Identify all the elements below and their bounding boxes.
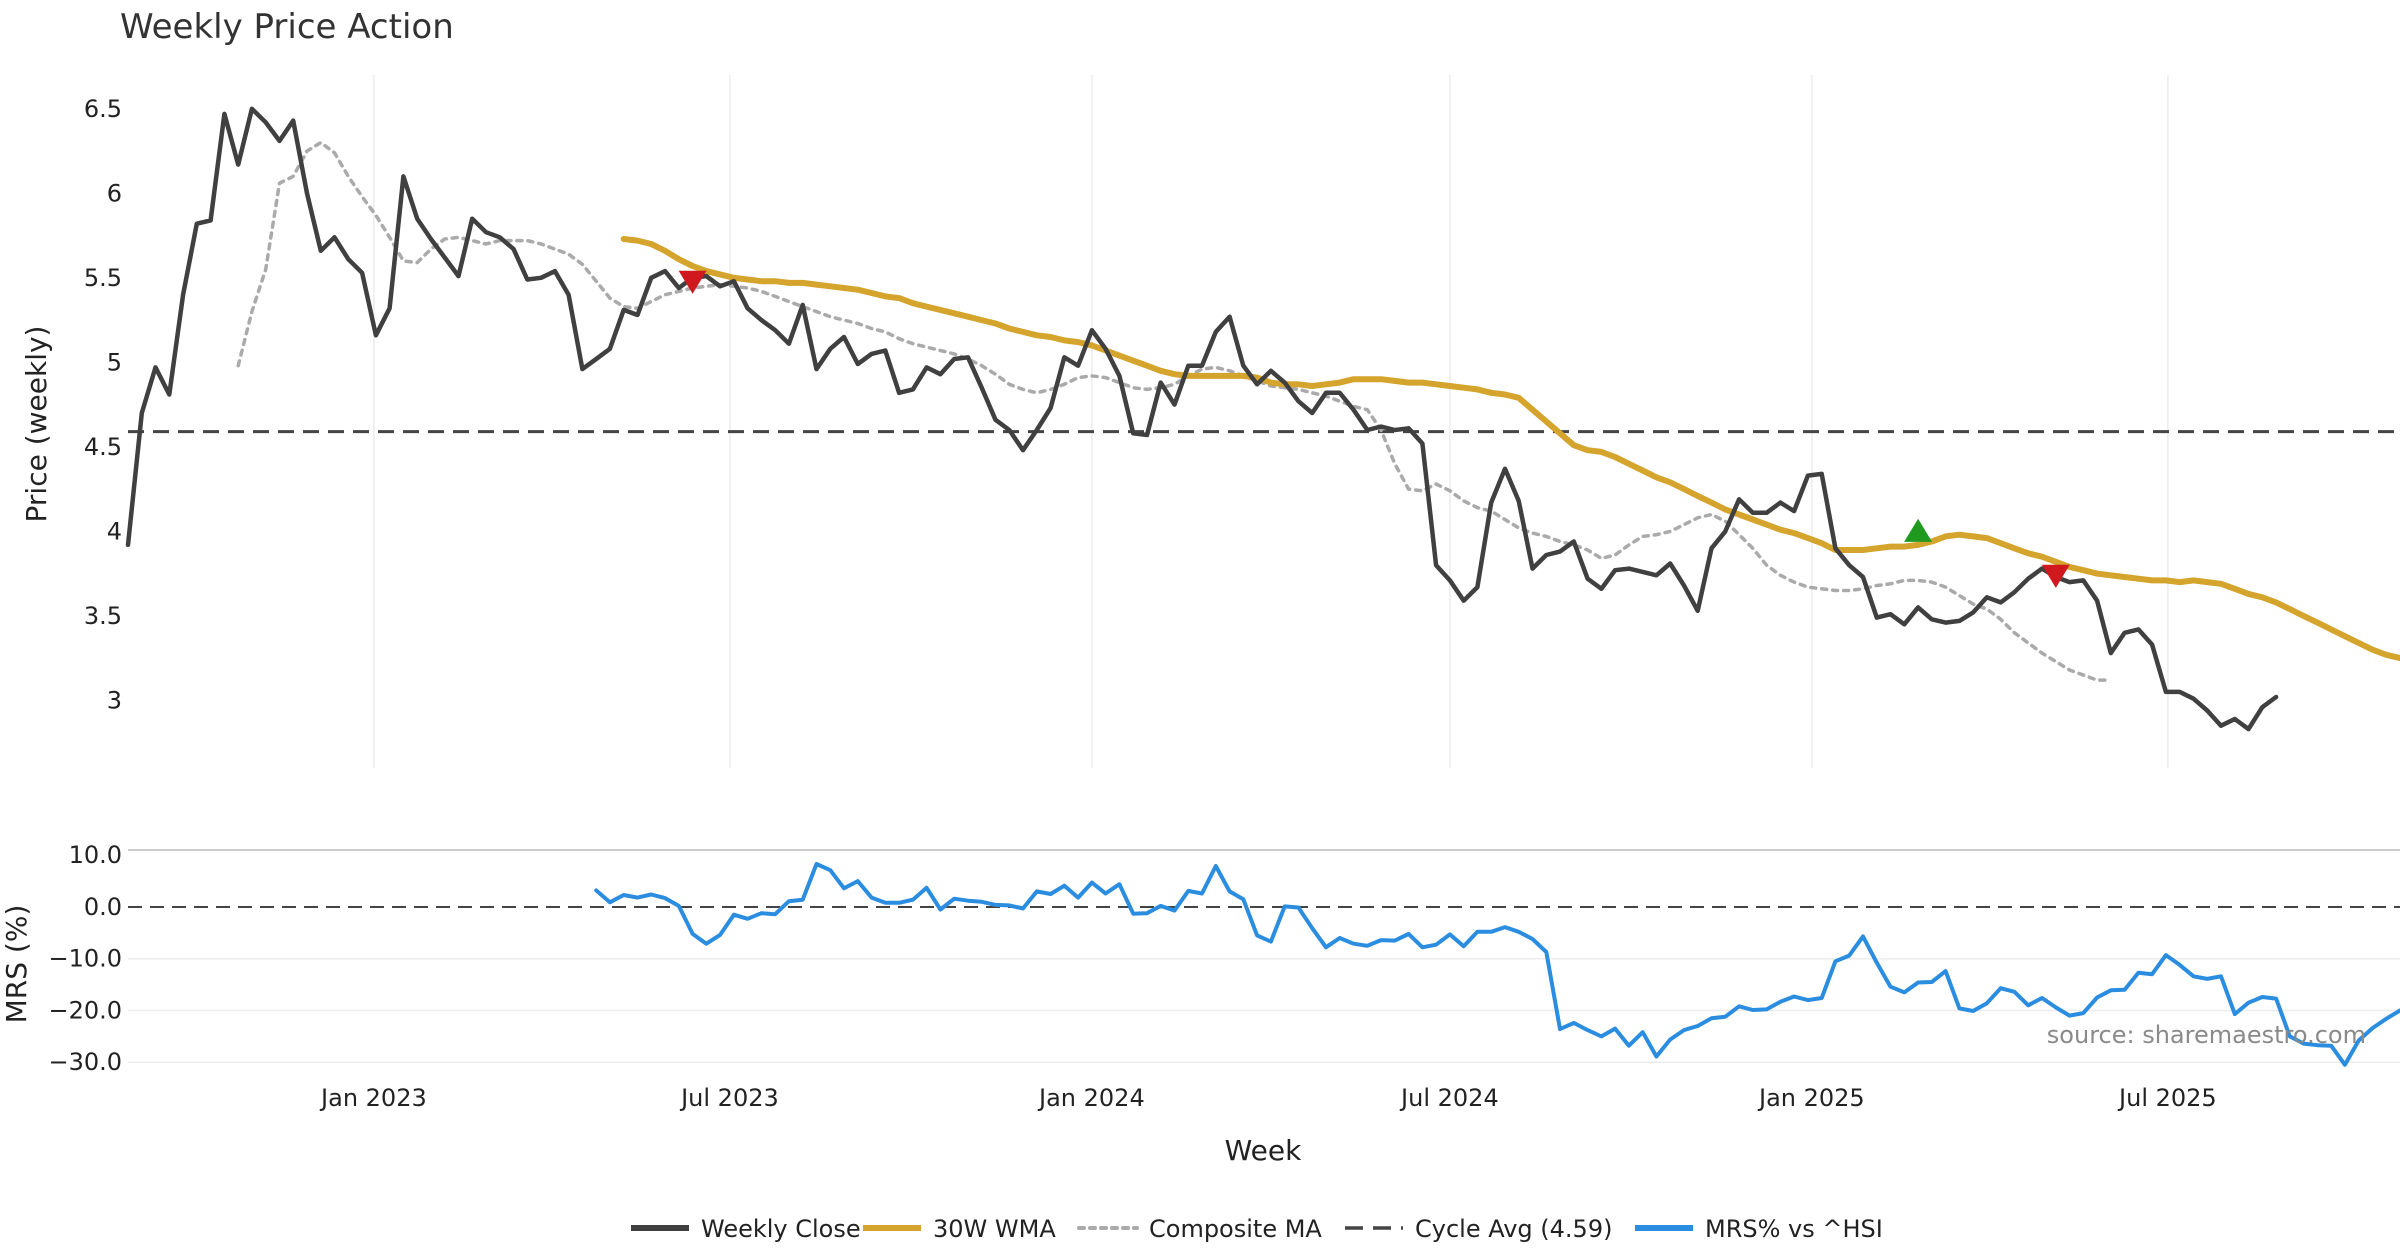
series-layer	[125, 106, 2400, 1067]
legend-label: 30W WMA	[933, 1215, 1056, 1243]
x-axis-ticks: Jan 2023 Jul 2023 Jan 2024 Jul 2024 Jan 2025…	[319, 1084, 2217, 1112]
price-y-tick-label: 3.5	[84, 602, 122, 630]
buy-signal-marker	[1904, 518, 1933, 542]
reference-lines	[128, 430, 2400, 908]
x-tick-label: Jul 2024	[1399, 1084, 1499, 1112]
price-panel-grid	[373, 75, 2169, 768]
price-y-tick-label: 3	[107, 686, 122, 714]
chart-title: Weekly Price Action	[120, 7, 454, 47]
legend-label: MRS% vs ^HSI	[1705, 1215, 1883, 1243]
price-y-tick-label: 5	[107, 348, 122, 376]
sell-signal-marker	[678, 270, 707, 294]
x-tick-label: Jul 2023	[679, 1084, 779, 1112]
series-line-30w-wma	[620, 236, 2400, 662]
mrs-y-tick-label: −30.0	[48, 1048, 122, 1076]
mrs-y-axis-label: MRS (%)	[0, 905, 33, 1024]
x-tick-label: Jul 2025	[2117, 1084, 2217, 1112]
legend-label: Cycle Avg (4.59)	[1415, 1215, 1612, 1243]
mrs-y-tick-label: −10.0	[48, 945, 122, 973]
series-line-weekly-close	[125, 106, 2279, 732]
legend-label: Composite MA	[1149, 1215, 1322, 1243]
series-line-composite-ma	[236, 140, 2113, 682]
price-y-tick-label: 4.5	[84, 433, 122, 461]
signal-markers	[678, 270, 2070, 588]
mrs-panel-grid	[128, 957, 2400, 1063]
mrs-y-tick-label: 10.0	[69, 841, 122, 869]
price-y-tick-label: 4	[107, 517, 122, 545]
legend-label: Weekly Close	[701, 1215, 861, 1243]
price-y-tick-label: 5.5	[84, 264, 122, 292]
source-annotation: source: sharemaestro.com	[2047, 1021, 2366, 1049]
series-line-mrs-vs-hsi	[594, 862, 2400, 1067]
price-y-axis-label: Price (weekly)	[20, 326, 53, 523]
mrs-y-tick-label: 0.0	[84, 893, 122, 921]
x-tick-label: Jan 2025	[1757, 1084, 1865, 1112]
legend: Weekly Close 30W WMA Composite MA Cycle Avg…	[631, 1215, 1883, 1243]
sell-signal-marker	[2041, 564, 2070, 588]
price-y-tick-label: 6	[107, 179, 122, 207]
price-y-tick-label: 6.5	[84, 95, 122, 123]
x-tick-label: Jan 2023	[319, 1084, 427, 1112]
price-y-axis-ticks: 6.5 6 5.5 5 4.5 4 3.5 3	[84, 95, 122, 715]
x-axis-label: Week	[1225, 1134, 1302, 1167]
mrs-y-tick-label: −20.0	[48, 996, 122, 1024]
mrs-y-axis-ticks: 10.0 0.0 −10.0 −20.0 −30.0	[48, 841, 122, 1076]
x-tick-label: Jan 2024	[1037, 1084, 1145, 1112]
